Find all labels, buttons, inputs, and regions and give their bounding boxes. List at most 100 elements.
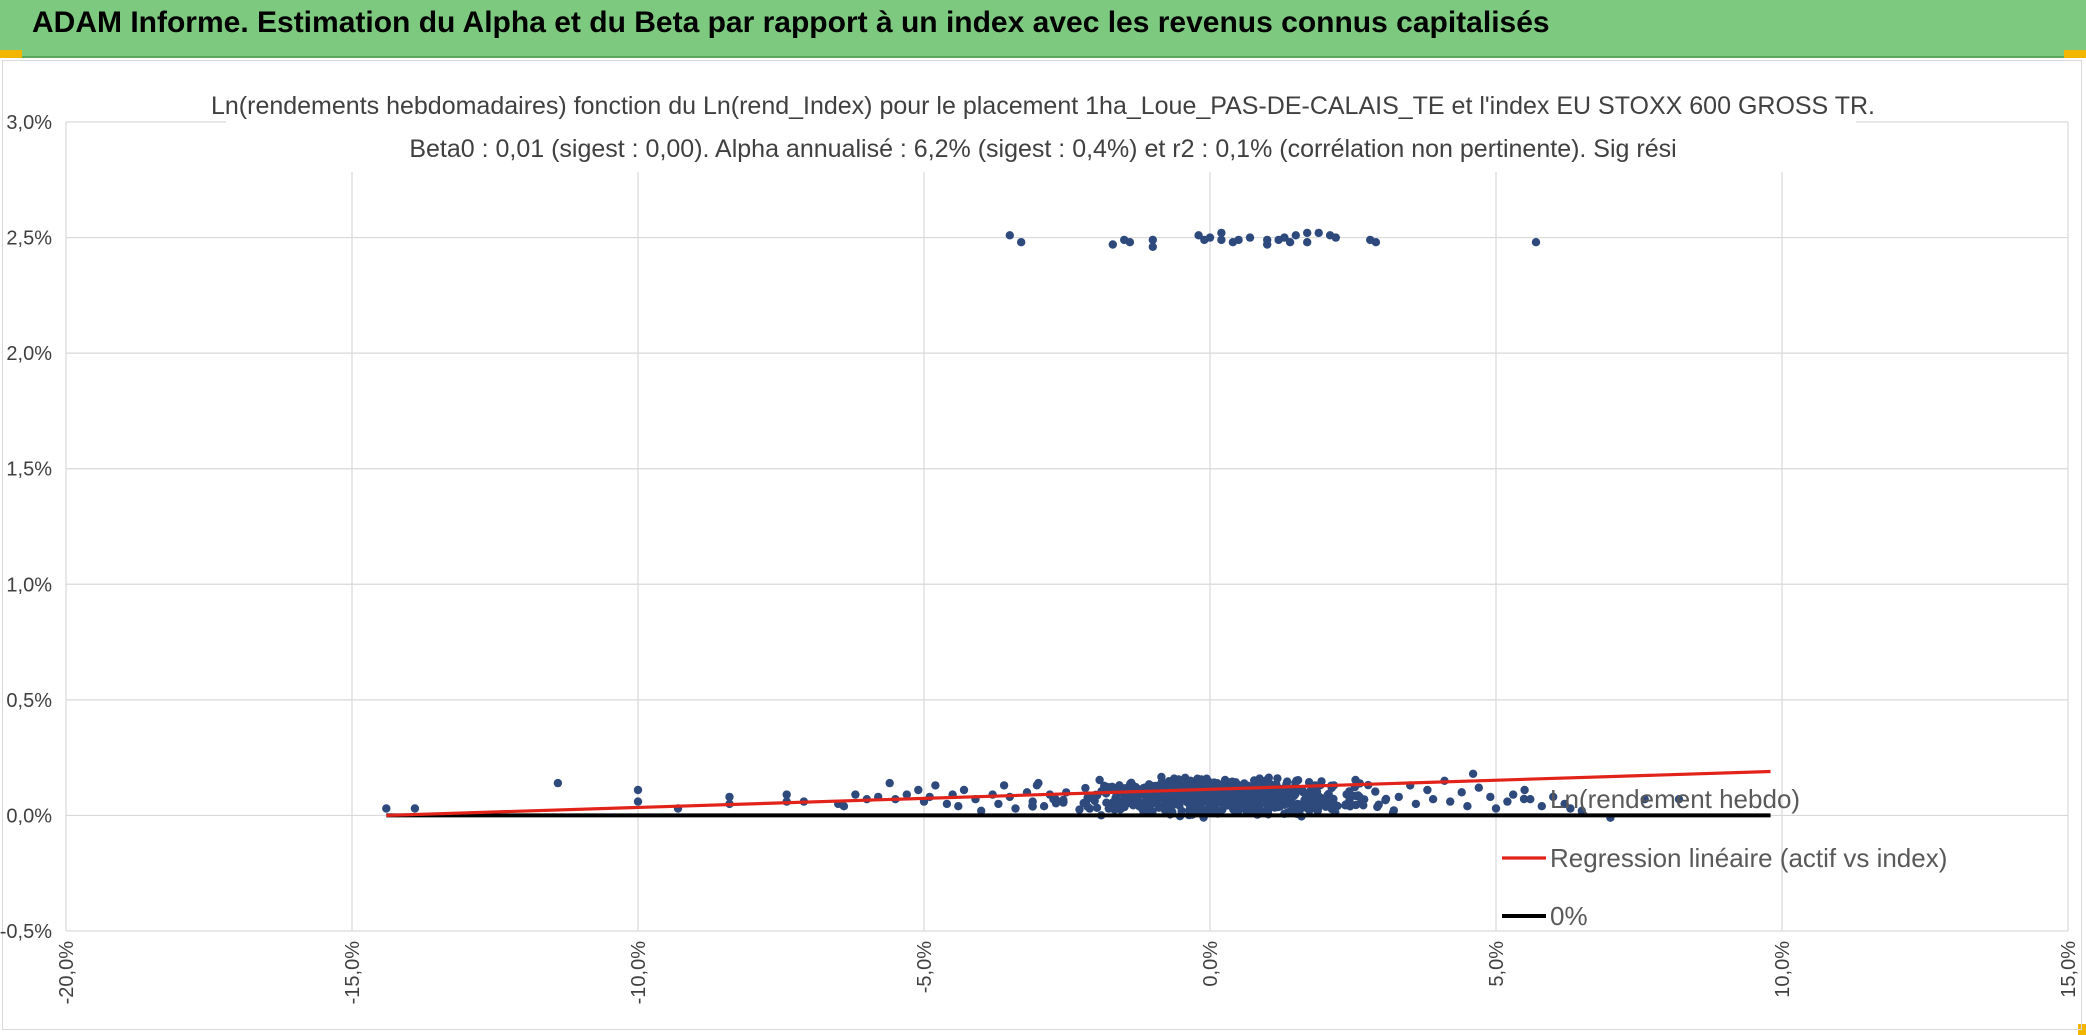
y-tick-label: 0,0% [6,805,52,827]
scatter-point [1209,778,1219,787]
page-title: ADAM Informe. Estimation du Alpha et du … [32,6,1550,39]
x-tick-label: 10,0% [1772,941,1794,998]
scatter-point [782,790,791,799]
scatter-point [1116,805,1125,814]
scatter-point [1355,792,1364,802]
scatter-point [1313,804,1323,813]
scatter-point [633,797,643,806]
scatter-point [1371,787,1380,796]
scatter-point [1253,793,1262,802]
scatter-point [382,804,391,813]
scatter-point [1314,228,1323,238]
scatter-point [914,785,923,795]
scatter-point [977,806,986,815]
scatter-point [931,781,940,790]
scatter-point [1092,803,1102,812]
scatter-point [1210,802,1220,812]
scatter-point [1005,231,1014,240]
scatter-point [1202,774,1211,783]
scatter-point [1017,238,1026,247]
scatter-point [1148,235,1158,245]
scatter-point [1323,799,1332,808]
scatter-point [1234,805,1243,814]
scatter-point [954,802,963,811]
scatter-point [1218,805,1227,814]
scatter-point [1531,238,1541,247]
scatter-point [1423,785,1432,795]
scatter-point [1240,779,1249,788]
x-tick-label: -15,0% [342,941,364,1005]
scatter-point [1059,798,1068,807]
scatter-point [1307,790,1316,799]
scatter-point [1087,794,1097,803]
scatter-point [1317,777,1326,786]
scatter-point [1028,797,1037,806]
scatter-point [1157,777,1167,787]
scatter-point [1324,789,1333,799]
scatter-point [1509,790,1518,799]
scatter-point [1345,787,1354,796]
scatter-point [1263,240,1272,249]
scatter-point [994,799,1003,809]
scatter-point [1345,802,1355,811]
scatter-point [1186,776,1195,786]
scatter-point [1127,792,1136,802]
scatter-point [1034,778,1043,788]
scatter-point [1195,776,1205,785]
scatter-point [1125,238,1135,247]
scatter-point [1039,802,1049,811]
scatter-point [1577,806,1587,815]
scatter-point [942,799,952,809]
scatter-point [851,790,860,799]
scatter-point [1566,804,1575,813]
scatter-point [725,792,734,802]
scatter-point [1291,231,1301,240]
scatter-point [1263,796,1273,805]
scatter-point [1345,796,1354,805]
regression-line [386,769,1771,818]
chart-subtitle: Beta0 : 0,01 (sigest : 0,00). Alpha annu… [409,135,1676,163]
y-tick-label: 1,0% [6,574,52,596]
legend-label-scatter: Ln(rendement hebdo) [1550,784,1800,814]
scatter-point [1674,795,1684,804]
corner-mark-right [2064,50,2086,58]
legend-marker-scatter [1519,794,1529,804]
scatter-point [1217,228,1226,238]
scatter-point [1411,799,1421,809]
scatter-point [1503,797,1512,806]
y-tick-label: 3,0% [6,112,52,134]
scatter-point [1234,796,1243,805]
scatter-point [1135,802,1144,811]
scatter-point [1457,788,1466,797]
x-tick-label: 15,0% [2058,941,2080,998]
scatter-point [1292,776,1301,785]
x-tick-label: -10,0% [628,941,650,1005]
scatter-point [1331,233,1341,242]
scatter-point [1291,790,1300,799]
scatter-point [1299,801,1309,810]
scatter-point [1226,793,1235,802]
scatter-point [1051,795,1060,804]
scatter-point [1298,786,1307,795]
scatter-point [1520,785,1529,795]
scatter-point [1228,777,1237,786]
scatter-point [902,790,911,799]
x-tick-label: -20,0% [56,941,78,1005]
scatter-point [1243,795,1253,805]
chart-title-backdrop [226,84,1856,172]
y-tick-label: 0,5% [6,690,52,712]
scatter-point [633,785,643,795]
header-bar: ADAM Informe. Estimation du Alpha et du … [0,0,2086,58]
scatter-point [1468,769,1478,778]
chart-area [2,60,2082,1030]
scatter-point [999,781,1009,790]
scatter-point [1491,804,1501,813]
scatter-point [1463,802,1472,811]
scatter-point [1285,238,1295,247]
scatter-point [1303,238,1312,247]
scatter-point [1271,801,1280,810]
scatter-point [1194,231,1203,240]
scatter-point [959,785,969,795]
y-tick-label: -0,5% [0,921,52,943]
